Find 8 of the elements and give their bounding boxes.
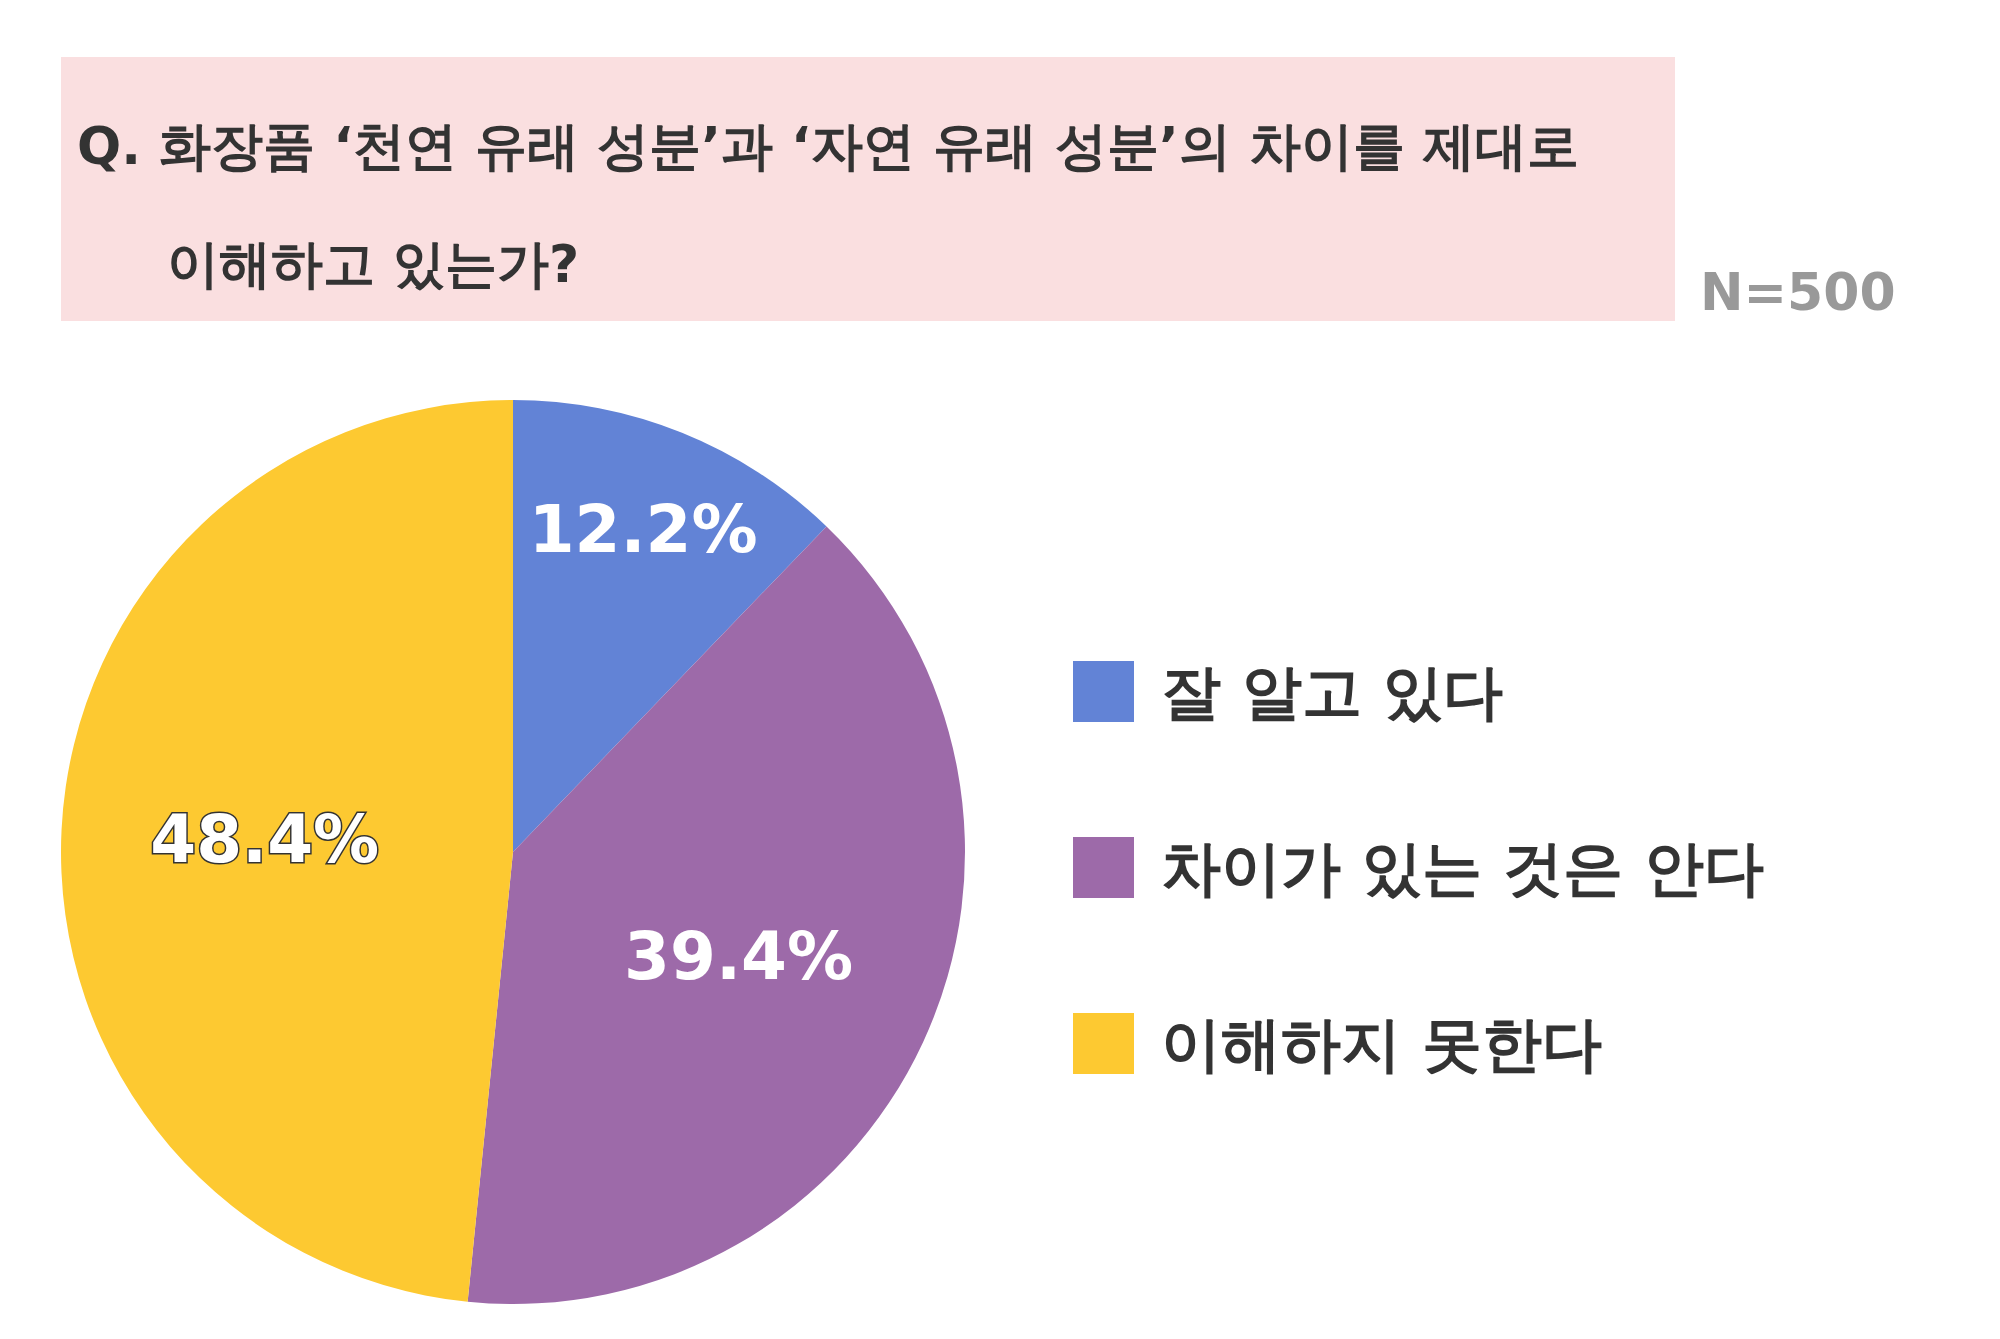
data-label: 12.2% — [528, 490, 758, 568]
text: N=500 — [1700, 262, 1896, 322]
legend-label: 이해하지 못한다 — [1161, 1009, 1602, 1079]
data-label: 48.4% — [150, 801, 380, 879]
data-label: 39.4% — [624, 917, 854, 995]
chart-title: Q. 화장품 ‘천연 유래 성분’과 ‘자연 유래 성분’의 차이를 제대로 이해하고 있는가? — [61, 57, 1675, 321]
legend-label: 차이가 있는 것은 안다 — [1161, 833, 1764, 903]
legend-label: 잘 알고 있다 — [1161, 657, 1503, 727]
